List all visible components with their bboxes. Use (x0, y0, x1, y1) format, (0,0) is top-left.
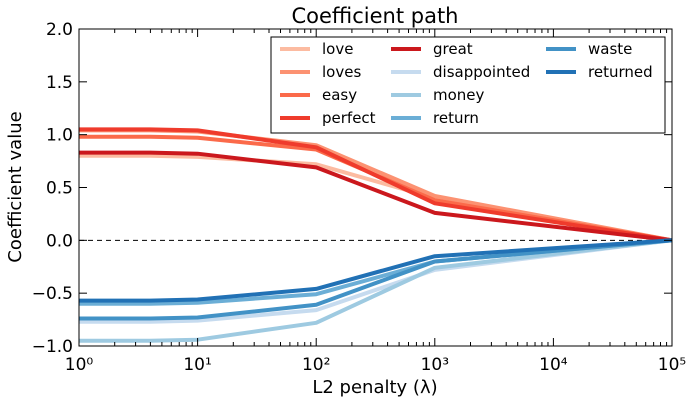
series-lines (79, 127, 673, 343)
x-axis-title: L2 penalty (λ) (312, 377, 437, 398)
x-tick-label: 10⁵ (658, 355, 686, 375)
legend-entry-money: money (391, 86, 485, 104)
legend-label: great (433, 40, 473, 58)
series-line-waste (79, 238, 673, 321)
axis-ticks: 10⁰ 10¹ 10² 10³ 10⁴ 10⁵ −1.0 −0.5 0.0 0.5 1.0 1.5 2.… (32, 20, 687, 375)
legend-label: easy (322, 86, 357, 104)
legend-box (270, 36, 666, 134)
legend-entry-easy: easy (280, 86, 357, 104)
y-tick-label: 1.5 (46, 73, 73, 93)
legend-label: loves (322, 63, 361, 81)
legend-label: returned (588, 63, 653, 81)
x-tick-label: 10⁰ (65, 355, 94, 375)
x-tick-label: 10¹ (183, 355, 211, 375)
y-tick-label: 2.0 (46, 20, 73, 40)
series-line-money (79, 238, 673, 343)
legend-label: perfect (322, 109, 376, 127)
legend-entry-perfect: perfect (280, 109, 376, 127)
legend-label: disappointed (433, 63, 530, 81)
series-line-great (79, 150, 673, 243)
legend-label: money (433, 86, 485, 104)
legend-entry-returned: returned (546, 63, 653, 81)
y-tick-label: 0.5 (46, 179, 73, 199)
legend-label: love (322, 40, 353, 58)
y-tick-label: −0.5 (32, 284, 73, 304)
legend-label: return (433, 109, 479, 127)
y-tick-label: 0.0 (46, 231, 73, 251)
x-tick-label: 10² (302, 355, 330, 375)
legend-entry-disappointed: disappointed (391, 63, 530, 81)
plot-frame (78, 28, 673, 347)
legend-entry-great: great (391, 40, 473, 58)
series-line-returned (79, 238, 673, 303)
y-tick-label: 1.0 (46, 126, 73, 146)
series-line-perfect (79, 127, 673, 243)
x-tick-label: 10⁴ (539, 355, 568, 375)
series-line-easy (79, 134, 673, 243)
chart-title: Coefficient path (292, 4, 459, 28)
y-tick-label: −1.0 (32, 337, 73, 357)
legend-entry-loves: loves (280, 63, 361, 81)
legend: love loves easy perfect great disappointed mon… (270, 36, 666, 134)
legend-entry-waste: waste (546, 40, 632, 58)
x-tick-label: 10³ (421, 355, 449, 375)
y-axis-title: Coefficient value (5, 111, 26, 262)
legend-entry-return: return (391, 109, 479, 127)
legend-label: waste (588, 40, 632, 58)
legend-entry-love: love (280, 40, 353, 58)
